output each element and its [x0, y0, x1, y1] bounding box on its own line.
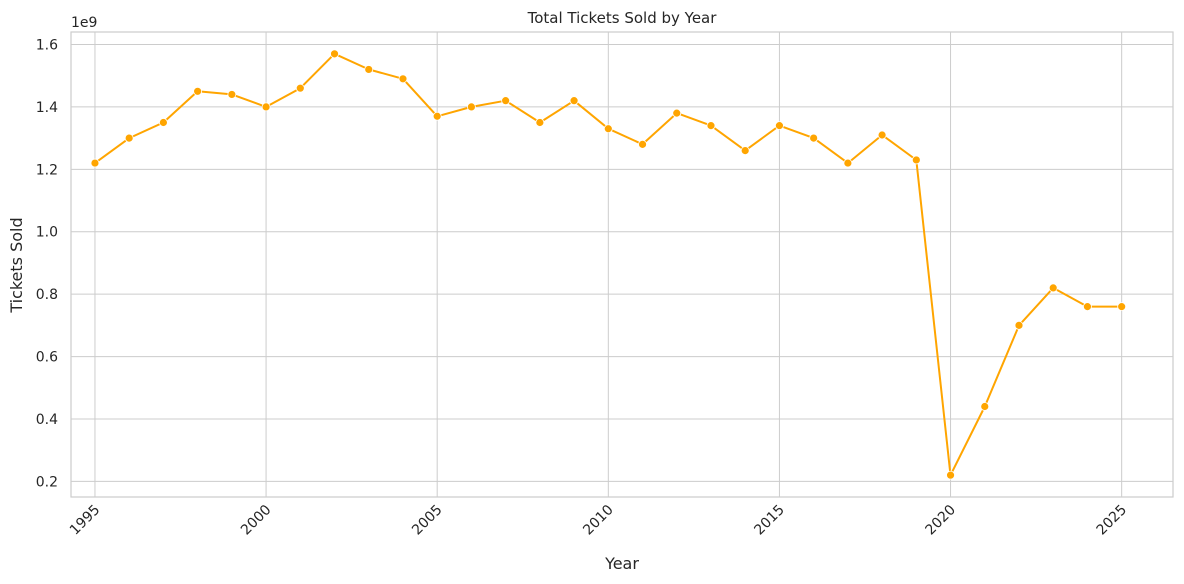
data-point [261, 102, 271, 112]
x-tick-label: 2015 [751, 502, 788, 539]
data-point [809, 133, 819, 143]
data-point [877, 130, 887, 140]
data-point [432, 111, 442, 121]
grid [71, 32, 1173, 497]
data-point [501, 96, 511, 106]
y-tick-label: 1.2 [36, 162, 58, 178]
x-tick-label: 2000 [238, 502, 275, 539]
y-tick-label: 0.4 [36, 412, 58, 428]
y-tick-labels: 0.2 0.4 0.6 0.8 1.0 1.2 1.4 1.6 [36, 37, 58, 490]
series-layer [90, 49, 1127, 480]
y-tick-label: 0.6 [36, 350, 58, 366]
data-point [706, 121, 716, 131]
data-point [775, 121, 784, 131]
data-point [467, 102, 476, 112]
data-point [193, 86, 203, 96]
data-point [90, 158, 100, 168]
data-point [980, 402, 990, 411]
y-tick-label: 0.2 [36, 474, 58, 490]
data-point [227, 90, 237, 99]
data-point [1014, 320, 1024, 330]
data-point [398, 74, 408, 84]
y-offset-label: 1e9 [71, 15, 97, 31]
x-tick-label: 2020 [922, 502, 959, 539]
data-point [159, 118, 168, 127]
y-tick-label: 1.4 [36, 100, 58, 116]
y-axis-title: Tickets Sold [7, 217, 26, 313]
data-point [1083, 302, 1092, 312]
chart-title: Total Tickets Sold by Year [527, 9, 718, 27]
data-point [603, 124, 613, 134]
x-tick-label: 2005 [409, 502, 446, 539]
data-point [740, 146, 750, 155]
data-point [1117, 302, 1127, 312]
data-point [569, 96, 579, 106]
y-tick-label: 1.6 [36, 37, 58, 53]
data-point [330, 49, 339, 59]
data-point [843, 158, 853, 168]
data-point [946, 470, 955, 480]
data-point [911, 155, 921, 165]
x-tick-labels: 1995 2000 2005 2010 2015 2020 2025 [67, 502, 1130, 539]
y-tick-label: 1.0 [36, 225, 58, 241]
y-tick-label: 0.8 [36, 287, 58, 303]
data-point [1048, 283, 1058, 293]
data-point [295, 83, 305, 93]
data-point [364, 65, 374, 74]
x-tick-label: 1995 [67, 502, 104, 539]
data-point [124, 133, 134, 143]
x-axis-title: Year [604, 554, 639, 573]
x-tick-label: 2010 [580, 502, 617, 539]
plot-area [70, 31, 1174, 498]
data-point [638, 139, 647, 149]
data-point [535, 118, 545, 127]
x-tick-label: 2025 [1094, 502, 1131, 539]
data-point [672, 108, 682, 118]
